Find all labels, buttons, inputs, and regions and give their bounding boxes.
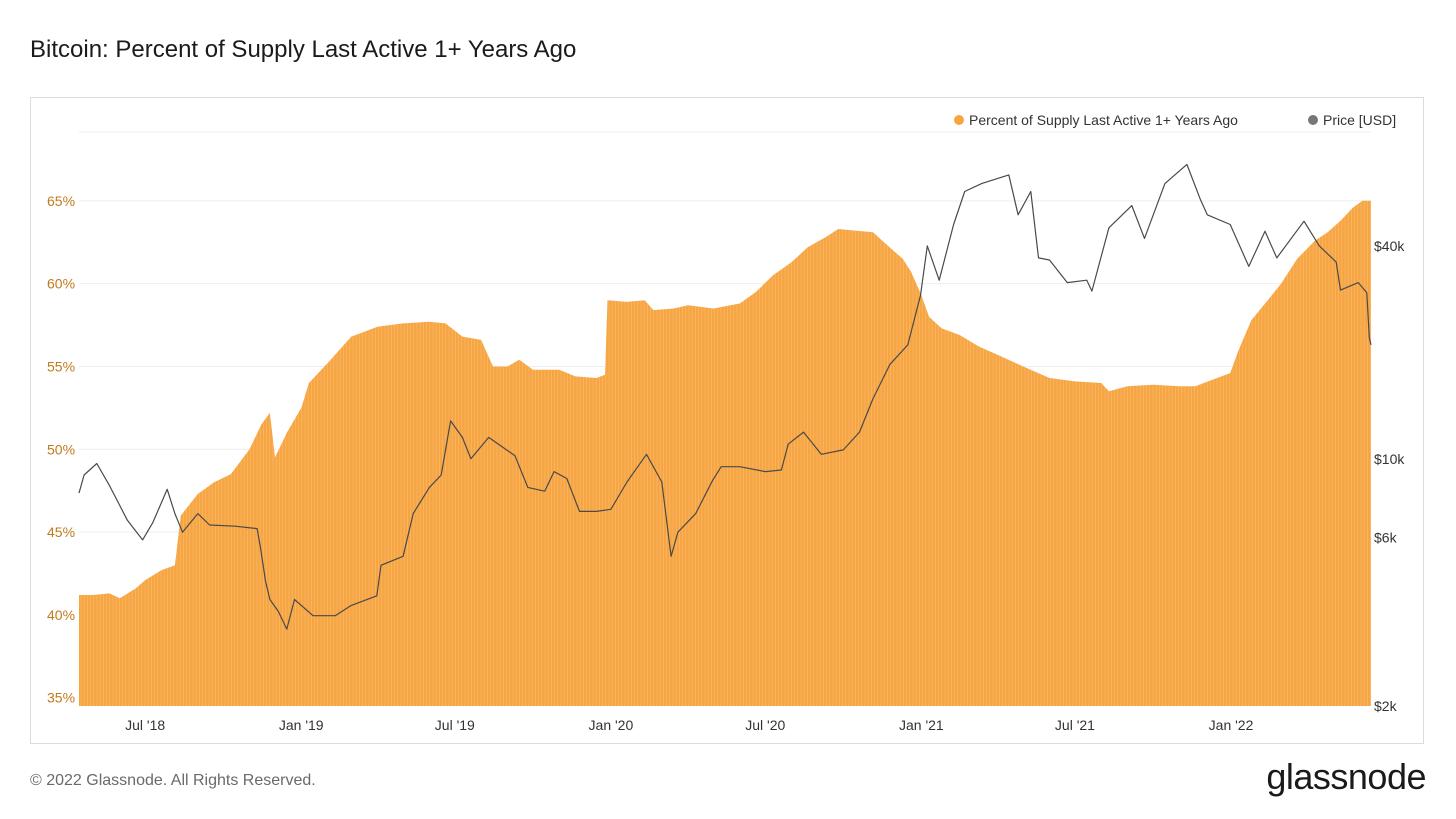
left-tick-label: 40% [47, 607, 75, 623]
supply-series [79, 200, 1371, 707]
page-title: Bitcoin: Percent of Supply Last Active 1… [30, 36, 577, 63]
right-tick-label: $40k [1374, 238, 1405, 254]
right-tick-label: $2k [1374, 698, 1398, 714]
legend-price-marker [1308, 115, 1318, 125]
x-tick-label: Jul '18 [125, 717, 165, 733]
x-tick-label: Jan '19 [279, 717, 324, 733]
legend: Percent of Supply Last Active 1+ Years A… [954, 112, 1396, 128]
left-axis: 35% 40% 45% 50% 55% 60% 65% [47, 193, 75, 706]
glassnode-logo[interactable]: glassnode [1266, 756, 1426, 797]
chart-frame: glassnode 35%40%45%50%55%60%65% $2k$6k$1… [30, 97, 1424, 744]
right-tick-label: $6k [1374, 529, 1398, 545]
left-tick-label: 60% [47, 276, 75, 292]
left-tick-label: 50% [47, 441, 75, 457]
x-tick-label: Jan '22 [1209, 717, 1254, 733]
chart-canvas: glassnode 35%40%45%50%55%60%65% $2k$6k$1… [47, 112, 1405, 733]
x-tick-label: Jul '19 [435, 717, 475, 733]
x-tick-label: Jan '20 [589, 717, 634, 733]
price-series [78, 163, 1372, 630]
x-tick-label: Jul '20 [745, 717, 785, 733]
x-axis: Jul '18 Jan '19 Jul '19 Jan '20 Jul '20 Jan '… [125, 717, 1253, 733]
legend-price-label: Price [USD] [1323, 112, 1396, 128]
copyright-footer: © 2022 Glassnode. All Rights Reserved. [30, 772, 316, 789]
left-tick-label: 55% [47, 358, 75, 374]
supply-area [79, 200, 1371, 707]
right-tick-label: $10k [1374, 451, 1405, 467]
price-line [78, 163, 1372, 630]
left-tick-label: 35% [47, 690, 75, 706]
left-tick-label: 45% [47, 524, 75, 540]
x-tick-label: Jan '21 [899, 717, 944, 733]
legend-supply-marker [954, 115, 964, 125]
legend-supply-label: Percent of Supply Last Active 1+ Years A… [969, 112, 1238, 128]
x-tick-label: Jul '21 [1055, 717, 1095, 733]
left-tick-label: 65% [47, 193, 75, 209]
right-axis: $2k $6k $10k $40k [1374, 238, 1405, 714]
